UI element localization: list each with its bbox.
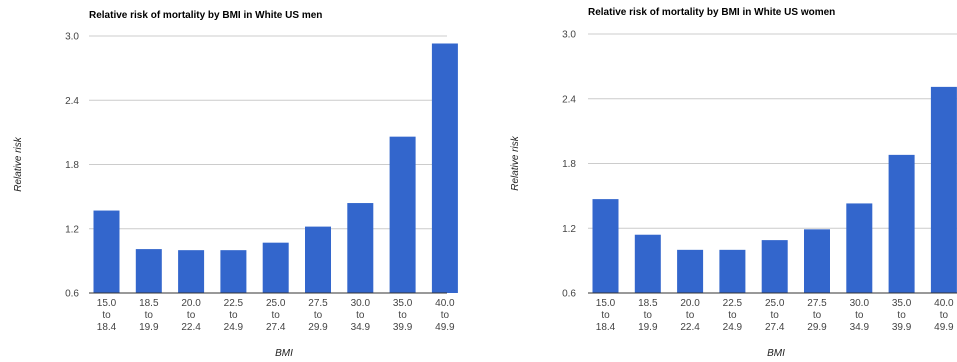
x-tick-label: 22.5 to 24.9: [723, 298, 743, 333]
bar: [93, 210, 120, 293]
bar: [305, 226, 331, 293]
bar: [347, 203, 374, 293]
x-tick-label: 25.0 to 27.4: [266, 298, 286, 333]
x-tick-label: 40.0 to 49.9: [934, 298, 954, 333]
bar: [804, 229, 830, 293]
y-tick-label: 2.4: [562, 94, 576, 105]
y-tick-label: 1.2: [65, 224, 79, 235]
bar: [634, 234, 661, 293]
chart-title: Relative risk of mortality by BMI in Whi…: [588, 7, 835, 18]
x-tick-label: 30.0 to 34.9: [850, 298, 870, 333]
y-axis-title: Relative risk: [510, 135, 521, 190]
x-tick-label: 25.0 to 27.4: [765, 298, 785, 333]
x-tick-label: 22.5 to 24.9: [224, 298, 244, 333]
y-tick-label: 2.4: [65, 96, 79, 107]
y-tick-label: 3.0: [562, 30, 576, 41]
bar: [719, 249, 746, 293]
x-tick-label: 27.5 to 29.9: [807, 298, 827, 333]
bar: [220, 250, 247, 293]
bar: [846, 203, 873, 293]
bar: [888, 154, 915, 293]
x-axis-title: BMI: [767, 348, 785, 359]
y-tick-label: 0.6: [65, 289, 79, 300]
y-tick-label: 0.6: [562, 289, 576, 300]
x-tick-label: 20.0 to 22.4: [181, 298, 201, 333]
y-tick-label: 1.8: [65, 160, 79, 171]
x-tick-label: 15.0 to 18.4: [97, 298, 117, 333]
bar: [930, 86, 957, 293]
bar: [431, 43, 458, 293]
y-axis-title: Relative risk: [13, 136, 24, 191]
x-tick-label: 18.5 to 19.9: [139, 298, 159, 333]
bar: [761, 240, 788, 293]
y-tick-label: 1.8: [562, 159, 576, 170]
x-tick-label: 35.0 to 39.9: [393, 298, 413, 333]
x-tick-label: 15.0 to 18.4: [596, 298, 616, 333]
bar: [135, 249, 162, 293]
bar: [262, 242, 289, 293]
x-tick-label: 30.0 to 34.9: [351, 298, 371, 333]
bar: [178, 250, 205, 293]
bar: [389, 136, 416, 293]
x-tick-label: 20.0 to 22.4: [680, 298, 700, 333]
y-tick-label: 3.0: [65, 32, 79, 43]
y-tick-label: 1.2: [562, 224, 576, 235]
x-tick-label: 35.0 to 39.9: [892, 298, 912, 333]
bar: [677, 249, 704, 293]
bar: [592, 199, 619, 293]
x-tick-label: 18.5 to 19.9: [638, 298, 658, 333]
chart-title: Relative risk of mortality by BMI in Whi…: [89, 10, 322, 21]
x-axis-title: BMI: [275, 348, 293, 359]
x-tick-label: 40.0 to 49.9: [435, 298, 455, 333]
x-tick-label: 27.5 to 29.9: [308, 298, 328, 333]
